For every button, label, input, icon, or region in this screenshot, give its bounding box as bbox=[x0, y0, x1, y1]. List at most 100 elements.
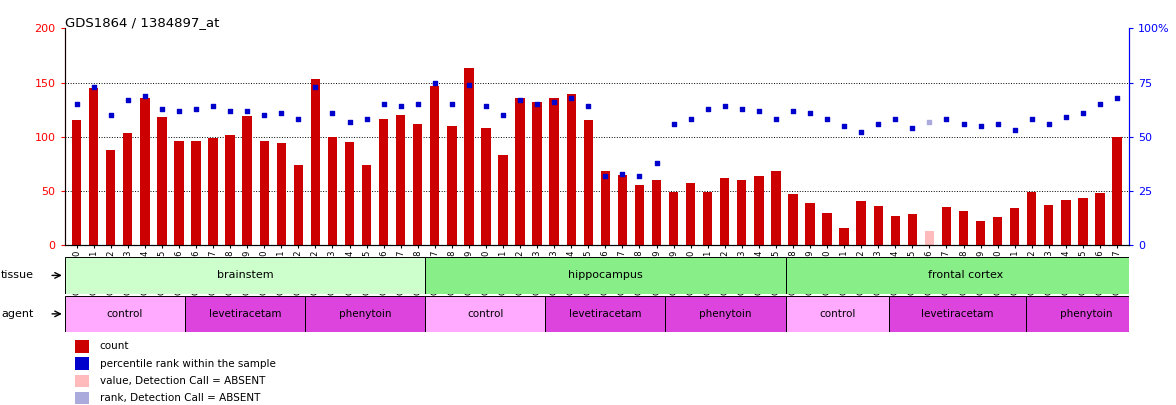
Point bbox=[272, 110, 290, 116]
Bar bbox=[242, 116, 252, 245]
Bar bbox=[720, 178, 729, 245]
Point bbox=[767, 116, 786, 123]
Point bbox=[119, 97, 138, 103]
Bar bbox=[1112, 136, 1122, 245]
Bar bbox=[1027, 192, 1036, 245]
Bar bbox=[328, 136, 338, 245]
Text: brainstem: brainstem bbox=[216, 271, 273, 280]
Bar bbox=[192, 141, 201, 245]
Point bbox=[426, 79, 445, 86]
Point bbox=[187, 105, 206, 112]
Bar bbox=[856, 200, 866, 245]
Bar bbox=[174, 141, 183, 245]
Point bbox=[169, 107, 188, 114]
Point bbox=[289, 116, 308, 123]
Bar bbox=[426, 296, 546, 332]
Bar bbox=[75, 340, 89, 353]
Point bbox=[851, 129, 870, 136]
Bar bbox=[310, 79, 320, 245]
Text: count: count bbox=[100, 341, 129, 352]
Bar bbox=[635, 185, 644, 245]
Bar bbox=[426, 257, 786, 294]
Point bbox=[903, 125, 922, 131]
Bar bbox=[686, 183, 695, 245]
Bar bbox=[226, 134, 235, 245]
Bar bbox=[771, 171, 781, 245]
Bar bbox=[1010, 208, 1020, 245]
Point bbox=[323, 110, 342, 116]
Point bbox=[579, 103, 597, 110]
Bar bbox=[75, 392, 89, 404]
Bar bbox=[549, 98, 559, 245]
Bar bbox=[874, 206, 883, 245]
Bar bbox=[754, 176, 763, 245]
Bar bbox=[481, 128, 490, 245]
Text: levetiracetam: levetiracetam bbox=[569, 309, 642, 319]
Point bbox=[630, 173, 649, 179]
Bar bbox=[1061, 200, 1070, 245]
Bar bbox=[140, 98, 149, 245]
Point bbox=[681, 116, 700, 123]
Bar bbox=[362, 165, 372, 245]
Point bbox=[886, 116, 904, 123]
Text: control: control bbox=[818, 309, 855, 319]
Point bbox=[135, 92, 154, 99]
Point bbox=[869, 120, 888, 127]
Point bbox=[699, 105, 717, 112]
Point bbox=[783, 107, 802, 114]
Bar bbox=[294, 165, 303, 245]
Bar bbox=[379, 119, 388, 245]
Point bbox=[971, 123, 990, 129]
Bar bbox=[1025, 296, 1147, 332]
Bar bbox=[413, 124, 422, 245]
Bar bbox=[465, 68, 474, 245]
Text: agent: agent bbox=[1, 309, 34, 319]
Text: frontal cortex: frontal cortex bbox=[928, 271, 1003, 280]
Point bbox=[306, 83, 325, 90]
Bar bbox=[788, 194, 797, 245]
Point bbox=[801, 110, 820, 116]
Point bbox=[153, 105, 172, 112]
Bar bbox=[737, 180, 747, 245]
Point bbox=[937, 116, 956, 123]
Point bbox=[203, 103, 222, 110]
Bar bbox=[958, 211, 968, 245]
Bar bbox=[158, 117, 167, 245]
Point bbox=[358, 116, 376, 123]
Bar bbox=[908, 213, 917, 245]
Bar bbox=[1078, 198, 1088, 245]
Point bbox=[408, 101, 427, 107]
Point bbox=[255, 112, 274, 118]
Point bbox=[374, 101, 393, 107]
Bar bbox=[786, 296, 889, 332]
Point bbox=[442, 101, 461, 107]
Text: GDS1864 / 1384897_at: GDS1864 / 1384897_at bbox=[65, 16, 219, 29]
Point bbox=[613, 170, 632, 177]
Bar bbox=[75, 375, 89, 387]
Bar bbox=[185, 296, 305, 332]
Point bbox=[494, 112, 513, 118]
Point bbox=[85, 83, 103, 90]
Text: percentile rank within the sample: percentile rank within the sample bbox=[100, 359, 275, 369]
Bar bbox=[430, 86, 440, 245]
Bar bbox=[889, 296, 1025, 332]
Point bbox=[1056, 114, 1075, 120]
Bar bbox=[106, 150, 115, 245]
Point bbox=[733, 105, 751, 112]
Point bbox=[1005, 127, 1024, 133]
Bar bbox=[533, 102, 542, 245]
Bar bbox=[601, 171, 610, 245]
Bar bbox=[515, 98, 524, 245]
Point bbox=[988, 120, 1007, 127]
Bar bbox=[669, 192, 679, 245]
Point bbox=[544, 99, 563, 105]
Bar bbox=[305, 296, 426, 332]
Text: levetiracetam: levetiracetam bbox=[921, 309, 994, 319]
Point bbox=[835, 123, 854, 129]
Text: value, Detection Call = ABSENT: value, Detection Call = ABSENT bbox=[100, 376, 265, 386]
Point bbox=[238, 107, 256, 114]
Bar bbox=[1044, 205, 1054, 245]
Bar bbox=[260, 141, 269, 245]
Point bbox=[749, 107, 768, 114]
Point bbox=[1090, 101, 1109, 107]
